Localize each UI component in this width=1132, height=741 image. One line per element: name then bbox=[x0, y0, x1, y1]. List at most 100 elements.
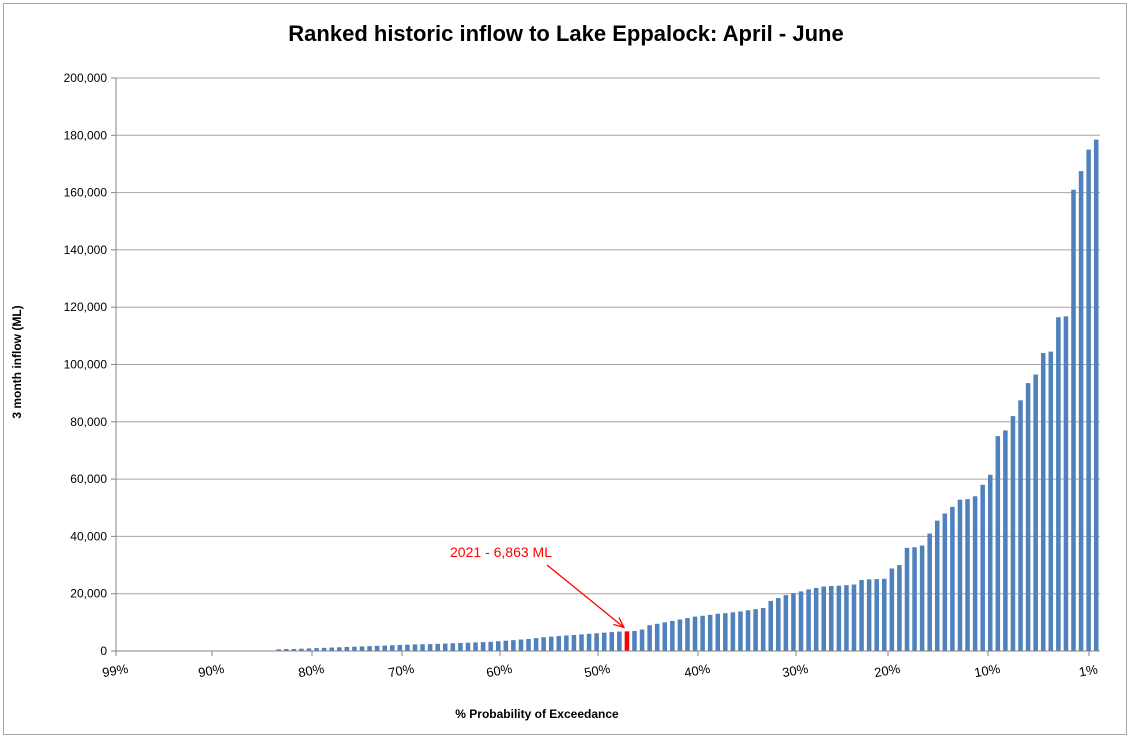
bar bbox=[897, 565, 902, 651]
bar bbox=[495, 641, 501, 651]
bar bbox=[889, 568, 895, 651]
gridlines bbox=[116, 77, 1100, 595]
bar bbox=[1033, 374, 1038, 651]
bar bbox=[882, 578, 887, 651]
x-tick-label: 70% bbox=[387, 661, 416, 680]
annotation: 2021 - 6,863 ML bbox=[450, 544, 626, 629]
bar bbox=[1025, 383, 1031, 651]
bar bbox=[594, 633, 599, 651]
bar bbox=[768, 600, 774, 651]
x-tick-label: 20% bbox=[873, 661, 902, 680]
bar bbox=[382, 645, 387, 651]
y-tick-label: 140,000 bbox=[64, 243, 108, 257]
bar bbox=[1010, 416, 1016, 651]
bar bbox=[321, 647, 327, 651]
x-tick-label: 80% bbox=[297, 661, 326, 680]
y-tick-label: 200,000 bbox=[64, 71, 108, 85]
bar bbox=[374, 645, 380, 651]
y-tick-label: 40,000 bbox=[70, 529, 107, 543]
bar bbox=[284, 648, 289, 651]
chart-frame: Ranked historic inflow to Lake Eppalock:… bbox=[3, 3, 1127, 735]
bar bbox=[866, 579, 872, 651]
bar bbox=[995, 436, 1001, 651]
bar bbox=[987, 474, 993, 651]
bar bbox=[821, 586, 826, 651]
bar bbox=[314, 648, 319, 651]
x-tick-label: 99% bbox=[101, 661, 130, 680]
y-tick-label: 100,000 bbox=[64, 358, 108, 372]
bar bbox=[465, 642, 471, 651]
x-tick-label: 40% bbox=[683, 661, 712, 680]
bar bbox=[965, 499, 970, 651]
y-tick-label: 180,000 bbox=[64, 128, 108, 142]
bar bbox=[337, 647, 342, 651]
x-tick-labels: 99% 90% 80% 70% 60% 50% 40% 30% 20% 10% 1% bbox=[101, 651, 1099, 680]
annotation-arrow-line bbox=[546, 564, 625, 628]
bar bbox=[934, 520, 940, 651]
bar bbox=[753, 609, 758, 651]
bar bbox=[783, 595, 789, 651]
bar bbox=[518, 639, 524, 651]
bar bbox=[654, 623, 660, 651]
y-tick-label: 160,000 bbox=[64, 186, 108, 200]
bar bbox=[480, 642, 486, 651]
x-tick-label: 30% bbox=[781, 661, 810, 680]
bar bbox=[458, 642, 463, 651]
bar bbox=[927, 533, 932, 651]
bar bbox=[836, 585, 842, 651]
bar bbox=[806, 589, 811, 651]
bar bbox=[707, 614, 713, 651]
bar bbox=[776, 597, 781, 651]
bar bbox=[950, 506, 955, 651]
bar bbox=[1071, 189, 1076, 652]
bar bbox=[511, 640, 516, 651]
bar bbox=[1093, 139, 1099, 651]
bar bbox=[632, 630, 637, 651]
bar bbox=[647, 625, 652, 651]
bar bbox=[738, 611, 743, 651]
bar bbox=[412, 644, 418, 651]
chart-svg: Ranked historic inflow to Lake Eppalock:… bbox=[10, 21, 1100, 721]
bar bbox=[730, 612, 736, 651]
bar bbox=[503, 640, 509, 651]
bar bbox=[844, 585, 849, 651]
bar bbox=[851, 584, 857, 651]
y-tick-label: 120,000 bbox=[64, 300, 108, 314]
bar bbox=[670, 620, 675, 651]
bar-highlight-2021 bbox=[624, 631, 630, 651]
bar bbox=[564, 635, 569, 651]
bar bbox=[1040, 353, 1046, 651]
chart-title: Ranked historic inflow to Lake Eppalock:… bbox=[288, 21, 843, 46]
bar bbox=[420, 644, 425, 651]
bar bbox=[942, 513, 948, 651]
bar bbox=[715, 613, 721, 651]
y-tick-labels: 0 20,000 40,000 60,000 80,000 100,000 120,000 1… bbox=[64, 71, 116, 658]
y-tick-label: 20,000 bbox=[70, 587, 107, 601]
bar bbox=[745, 610, 751, 651]
bar bbox=[586, 633, 592, 651]
bar bbox=[760, 608, 766, 651]
y-tick-label: 0 bbox=[100, 644, 107, 658]
bar bbox=[442, 643, 448, 651]
bar bbox=[601, 632, 607, 651]
bar bbox=[972, 496, 978, 651]
bar bbox=[662, 622, 668, 651]
bar bbox=[526, 638, 531, 651]
bar bbox=[329, 647, 334, 651]
bar bbox=[367, 646, 372, 651]
x-tick-label: 90% bbox=[197, 661, 226, 680]
bar bbox=[1018, 400, 1023, 651]
bar bbox=[798, 591, 804, 651]
x-axis-label: % Probability of Exceedance bbox=[455, 707, 619, 721]
bar bbox=[1003, 430, 1008, 651]
bar bbox=[1086, 149, 1091, 651]
x-tick-label: 1% bbox=[1078, 661, 1100, 679]
bar bbox=[1078, 171, 1084, 652]
bar bbox=[276, 649, 282, 651]
bar bbox=[609, 632, 615, 651]
x-tick-label: 60% bbox=[485, 661, 514, 680]
bar-series bbox=[276, 139, 1099, 652]
bar bbox=[919, 545, 925, 651]
bar bbox=[299, 648, 304, 651]
bar bbox=[813, 587, 819, 651]
